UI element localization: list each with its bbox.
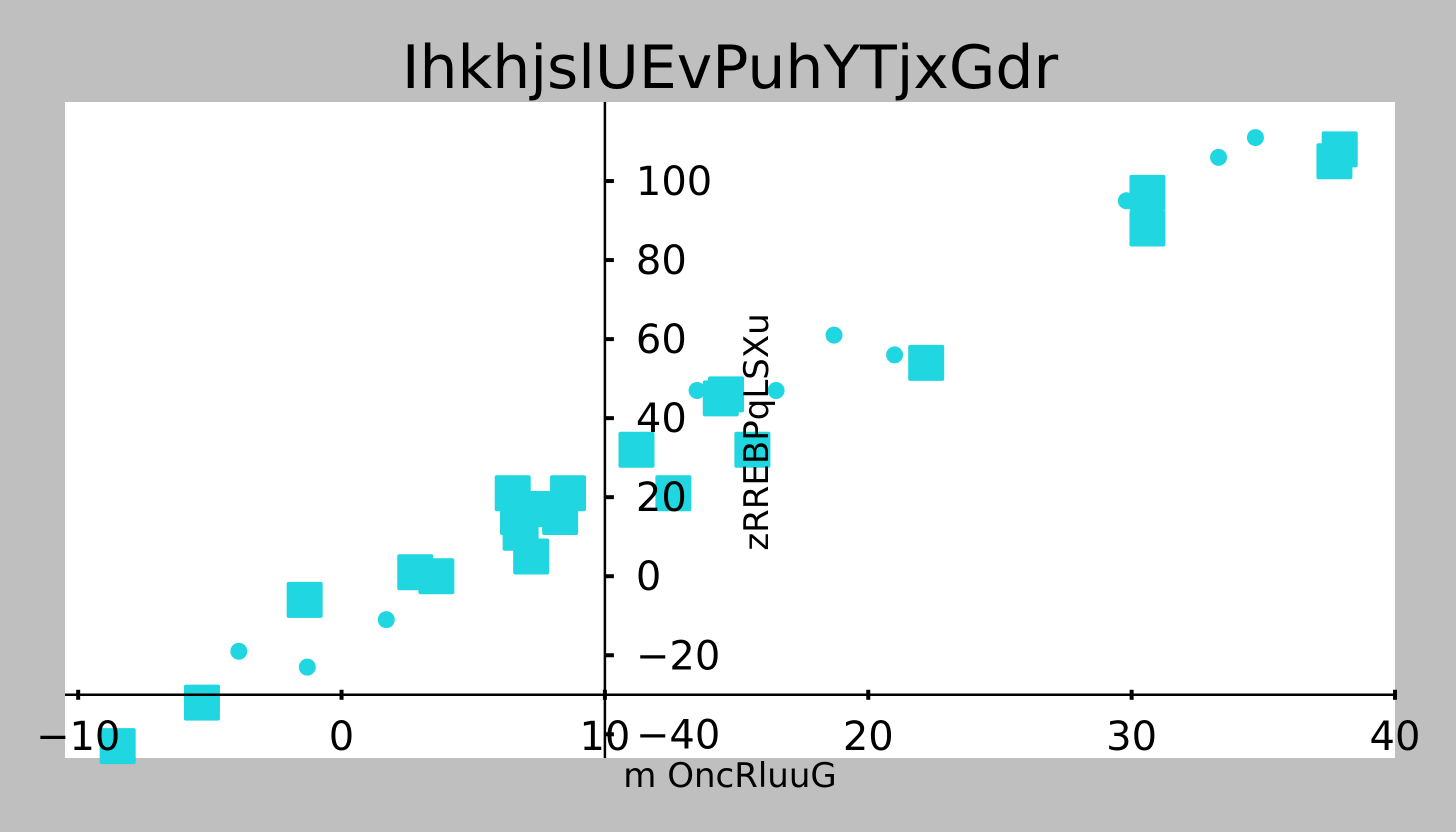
data-point-square [183, 684, 220, 721]
x-tick-label: 20 [843, 714, 894, 760]
y-tick-label: 60 [636, 317, 687, 363]
y-axis-label: zRREBPqLSXu [737, 313, 777, 550]
data-point-circle [1246, 129, 1264, 147]
x-tick-label: 0 [329, 714, 354, 760]
y-tick-label: 100 [636, 159, 712, 205]
data-point-square [618, 431, 655, 468]
y-tick-label: −40 [636, 712, 720, 758]
x-tick-label: −10 [36, 714, 120, 760]
y-tick-label: −20 [636, 633, 720, 679]
axes: −10 0 10 20 30 40 −40 −20 0 20 40 60 80 100 [36, 102, 1420, 760]
data-point-square [734, 431, 771, 468]
data-point-circle [377, 611, 395, 629]
plot-area [65, 102, 1395, 758]
x-tick-label: 30 [1106, 714, 1157, 760]
data-point-circle [825, 326, 843, 344]
data-point-circle [688, 381, 706, 399]
y-tick-label: 40 [636, 396, 687, 442]
x-axis-label: m OncRluuG [623, 756, 836, 796]
data-point-square [1321, 131, 1358, 168]
x-tick-label: 10 [579, 714, 630, 760]
data-point-circle [767, 381, 785, 399]
data-point-square [1129, 174, 1166, 211]
data-point-square [908, 344, 945, 381]
data-point-square [286, 581, 323, 618]
data-point-square [708, 376, 745, 413]
data-point-circle [886, 346, 904, 364]
y-tick-label: 20 [636, 475, 687, 521]
data-point-square [418, 558, 455, 595]
data-point-square [550, 475, 587, 512]
data-point-square [513, 538, 550, 575]
data-point-circle [1210, 148, 1228, 166]
y-tick-label: 80 [636, 238, 687, 284]
data-point-circle [230, 642, 248, 660]
data-point-square [655, 475, 692, 512]
data-point-square [99, 728, 136, 765]
x-tick-label: 40 [1370, 714, 1421, 760]
chart-title: IhkhjslUEvPuhYTjxGdr [402, 33, 1059, 103]
y-tick-label: 0 [636, 554, 661, 600]
data-points [99, 129, 1358, 765]
data-point-circle [298, 658, 316, 676]
data-point-square [1129, 210, 1166, 247]
